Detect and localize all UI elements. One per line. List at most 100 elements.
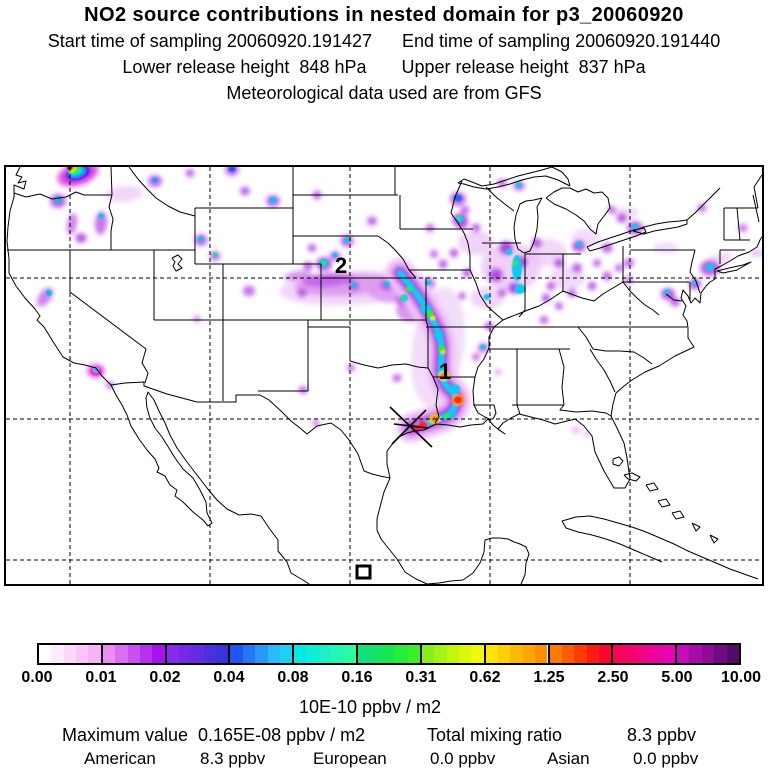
colorbar-segment <box>100 645 165 663</box>
concentration-blob <box>269 197 277 203</box>
concentration-blob <box>347 364 355 372</box>
colorbar-cell <box>51 645 64 663</box>
concentration-blob <box>583 431 591 437</box>
release-heights-line: Lower release height 848 hPa Upper relea… <box>122 57 646 77</box>
colorbar-cell <box>446 645 459 663</box>
colorbar-tick-label: 0.08 <box>277 669 309 686</box>
concentration-blob <box>332 252 338 258</box>
colorbar-cell <box>726 645 739 663</box>
colorbar-cell <box>662 645 676 663</box>
colorbar <box>37 643 741 665</box>
inland-lakes <box>171 254 624 467</box>
concentration-blob <box>480 344 486 350</box>
total-ratio-value: 8.3 ppbv <box>627 725 697 745</box>
colorbar-cell <box>382 645 396 663</box>
colorbar-cell <box>331 645 344 663</box>
concentration-blob <box>653 242 679 254</box>
colorbar-segment <box>547 645 612 663</box>
release-point-marker <box>393 423 429 429</box>
concentration-blob <box>440 349 446 355</box>
colorbar-cell <box>279 645 293 663</box>
colorbar-cell <box>216 645 229 663</box>
colorbar-cell <box>127 645 140 663</box>
colorbar-unit-label: 10E-10 ppbv / m2 <box>298 697 442 717</box>
concentration-blob <box>449 248 459 258</box>
concentration-blob <box>483 294 491 300</box>
concentration-halo-layer <box>37 167 762 443</box>
concentration-blob <box>457 216 461 220</box>
colorbar-tick-label: 1.25 <box>533 669 565 686</box>
concentration-blob <box>624 258 634 268</box>
colorbar-tick-label: 0.62 <box>469 669 501 686</box>
concentration-blob <box>664 289 670 295</box>
meteorology-line: Meteorological data used are from GFS <box>226 83 542 103</box>
concentration-blob <box>514 284 526 294</box>
concentration-blob <box>105 185 143 203</box>
concentration-blob <box>426 310 434 318</box>
colorbar-tick-label: 5.00 <box>661 669 693 686</box>
colorbar-cell <box>152 645 165 663</box>
concentration-blob <box>425 224 435 232</box>
colorbar-tick-label: 0.31 <box>405 669 437 686</box>
concentration-blob <box>489 268 503 282</box>
colorbar-cell <box>358 645 371 663</box>
colorbar-segment <box>483 645 548 663</box>
concentration-blob <box>472 353 480 361</box>
concentration-blob <box>497 288 507 298</box>
colorbar-cell <box>650 645 663 663</box>
colorbar-cell <box>485 645 499 663</box>
trajectory-point-label: 2 <box>335 253 347 278</box>
border-us-mexico <box>110 381 391 479</box>
concentration-blob <box>601 243 613 253</box>
colorbar-cell <box>267 645 280 663</box>
concentration-blob <box>98 213 104 219</box>
concentration-blob <box>193 315 201 323</box>
concentration-blob <box>430 250 438 258</box>
concentration-blob <box>471 223 481 233</box>
region-asian-value: 0.0 ppbv <box>633 749 699 768</box>
colorbar-cell <box>318 645 332 663</box>
region-asian-label: Asian <box>547 749 590 768</box>
colorbar-segment <box>39 645 101 663</box>
concentration-blob <box>484 322 494 330</box>
sampling-times-line: Start time of sampling 20060920.191427 E… <box>47 31 721 51</box>
great-lakes <box>457 167 721 254</box>
colorbar-cell <box>522 645 536 663</box>
concentration-blob <box>512 260 518 266</box>
concentration-blob <box>298 386 308 394</box>
concentration-blob <box>284 270 312 282</box>
colorbar-cell <box>343 645 357 663</box>
region-european-value: 0.0 ppbv <box>430 749 496 768</box>
concentration-blob <box>516 182 522 188</box>
colorbar-cell <box>574 645 587 663</box>
colorbar-cell <box>39 645 52 663</box>
colorbar-cell <box>203 645 217 663</box>
colorbar-cell <box>625 645 639 663</box>
colorbar-cell <box>115 645 128 663</box>
colorbar-segment <box>419 645 484 663</box>
colorbar-tick-label: 10.00 <box>720 669 762 686</box>
colorbar-cell <box>139 645 153 663</box>
concentration-blob <box>554 258 564 268</box>
concentration-blob <box>454 194 462 202</box>
concentration-blob <box>392 374 402 382</box>
concentration-blob <box>351 282 357 288</box>
colorbar-cell <box>471 645 484 663</box>
colorbar-tick-label: 0.01 <box>85 669 117 686</box>
page-title: NO2 source contributions in nested domai… <box>84 4 684 26</box>
concentration-blob <box>228 167 236 172</box>
concentration-blob <box>185 169 195 177</box>
concentration-blob <box>705 263 715 271</box>
colorbar-cell <box>458 645 472 663</box>
colorbar-tick-label: 2.50 <box>597 669 629 686</box>
colorbar-cell <box>689 645 702 663</box>
colorbar-cell <box>306 645 319 663</box>
colorbar-cell <box>407 645 420 663</box>
concentration-blob <box>440 372 448 380</box>
concentration-blob <box>344 237 350 243</box>
concentration-blob <box>444 413 450 419</box>
concentration-blob <box>240 186 250 196</box>
geography-layer <box>6 167 762 584</box>
concentration-blob <box>541 293 551 303</box>
